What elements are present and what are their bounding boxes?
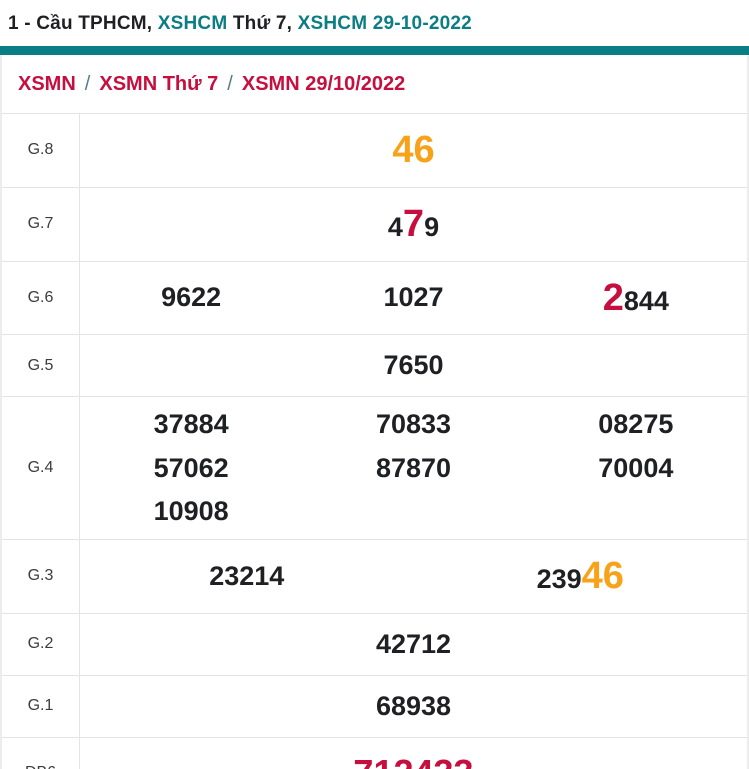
prize-row-g5: G.5 7650 <box>2 335 747 398</box>
highlighted-digits: 46 <box>581 554 624 597</box>
prize-label: G.5 <box>2 335 80 397</box>
prize-number: 70833 <box>376 403 451 446</box>
breadcrumb: XSMN / XSMN Thứ 7 / XSMN 29/10/2022 <box>2 55 747 114</box>
prize-row-g7: G.7 479 <box>2 187 747 262</box>
prize-row-db6: DB6 712433 <box>2 737 747 769</box>
digit-segment: 08275 <box>598 409 674 440</box>
prize-number: 57062 <box>154 447 229 490</box>
digit-segment: 42712 <box>375 628 452 659</box>
prize-number: 68938 <box>376 685 451 728</box>
prize-row-g3: G.3 23214 23946 <box>2 539 747 614</box>
digit-segment: 239 <box>536 563 582 594</box>
prize-numbers: 479 <box>80 188 747 261</box>
prize-number: 42712 <box>376 623 451 666</box>
breadcrumb-item-xsmn-thu7[interactable]: XSMN Thứ 7 <box>99 73 219 95</box>
prize-number: 23214 <box>209 555 284 598</box>
prize-numbers: 42712 <box>80 614 747 675</box>
digit-segment: 37884 <box>153 409 229 440</box>
digit-segment: 70833 <box>375 409 452 440</box>
prize-number: 08275 <box>598 403 673 446</box>
prize-number: 70004 <box>598 447 673 490</box>
prize-number: 9622 <box>161 276 221 319</box>
breadcrumb-separator: / <box>84 73 91 95</box>
breadcrumb-separator: / <box>227 73 233 95</box>
prize-row-g1: G.1 68938 <box>2 675 747 738</box>
prize-number: 46 <box>392 120 434 181</box>
breadcrumb-item-xsmn-date[interactable]: XSMN 29/10/2022 <box>241 73 406 95</box>
digit-segment: 70004 <box>598 452 674 483</box>
prize-number: 7650 <box>383 344 443 387</box>
digit-segment: 1027 <box>383 282 444 313</box>
digit-segment: 4 <box>387 211 403 242</box>
prize-numbers: 46 <box>80 114 747 187</box>
prize-number: 1027 <box>383 276 443 319</box>
prize-label: G.7 <box>2 187 80 261</box>
prize-label: G.3 <box>2 539 80 613</box>
digit-segment: 10908 <box>153 495 229 526</box>
title-middle: Thứ 7, <box>227 13 298 34</box>
prize-number: 2844 <box>603 268 669 329</box>
prize-numbers: 7650 <box>80 335 747 396</box>
prize-label: DB6 <box>2 737 80 769</box>
prize-row-g6: G.6 9622 1027 2844 <box>2 261 747 336</box>
prize-number: 23946 <box>537 546 624 607</box>
digit-segment: 23214 <box>209 560 285 591</box>
prize-numbers: 37884 70833 08275 57062 87870 70004 10908 <box>80 397 747 539</box>
title-prefix: 1 - Cầu TPHCM, <box>8 13 158 34</box>
prize-number: 37884 <box>154 403 229 446</box>
title-link-xshcm[interactable]: XSHCM <box>157 13 228 34</box>
prize-numbers: 9622 1027 2844 <box>80 262 747 335</box>
prize-numbers: 712433 <box>80 738 747 769</box>
digit-segment: 68938 <box>375 690 452 721</box>
digit-segment: 7650 <box>383 350 444 381</box>
results-table: G.8 46 G.7 479 G.6 9622 1027 2844 G.5 7650 G.4 3788… <box>2 114 747 769</box>
prize-number: 87870 <box>376 447 451 490</box>
prize-number: 479 <box>388 194 439 255</box>
prize-numbers: 23214 23946 <box>80 540 747 613</box>
title-link-xshcm-date[interactable]: XSHCM 29-10-2022 <box>297 13 472 34</box>
breadcrumb-item-xsmn[interactable]: XSMN <box>18 73 76 95</box>
prize-row-g4: G.4 37884 70833 08275 57062 87870 70004 10908 <box>2 397 747 540</box>
prize-label: G.2 <box>2 613 80 675</box>
prize-numbers: 68938 <box>80 676 747 737</box>
highlighted-digits: 2 <box>602 276 624 319</box>
prize-row-g8: G.8 46 <box>2 114 747 188</box>
digit-segment: 9 <box>424 211 440 242</box>
page-title: 1 - Cầu TPHCM, XSHCM Thứ 7, XSHCM 29-10-… <box>0 0 749 46</box>
digit-segment: 844 <box>623 285 669 316</box>
prize-number: 10908 <box>154 490 229 533</box>
prize-label: G.8 <box>2 114 80 187</box>
prize-row-g2: G.2 42712 <box>2 613 747 676</box>
highlighted-digits: 7 <box>402 202 425 245</box>
results-panel: XSMN / XSMN Thứ 7 / XSMN 29/10/2022 G.8 46 G.7… <box>0 55 749 769</box>
digit-segment: 87870 <box>375 452 452 483</box>
digit-segment: 9622 <box>161 282 222 313</box>
prize-label: G.4 <box>2 397 80 539</box>
prize-label: G.1 <box>2 675 80 737</box>
prize-number: 712433 <box>353 744 473 769</box>
teal-divider-bar <box>0 46 749 55</box>
digit-segment: 57062 <box>153 452 229 483</box>
highlighted-digits: 712433 <box>353 752 473 769</box>
highlighted-digits: 46 <box>392 129 435 171</box>
prize-label: G.6 <box>2 261 80 335</box>
